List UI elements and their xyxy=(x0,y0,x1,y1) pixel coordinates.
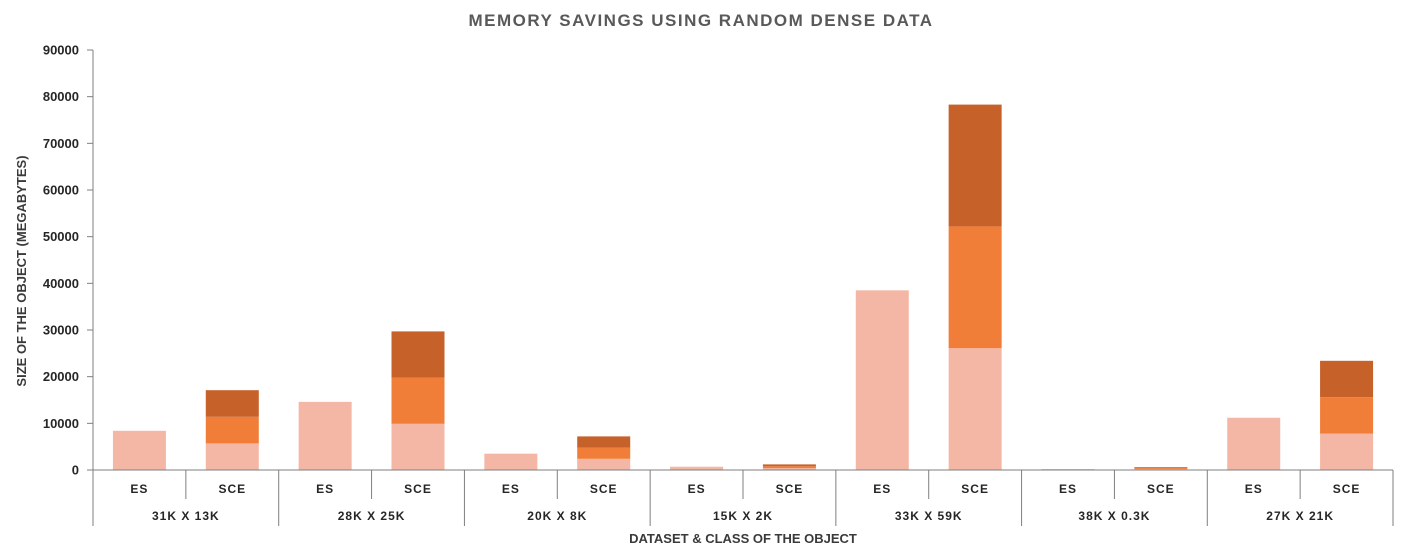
x-subcategory-label: ES xyxy=(316,482,334,496)
chart-title: MEMORY SAVINGS USING RANDOM DENSE DATA xyxy=(468,11,933,30)
x-axis-label: DATASET & CLASS OF THE OBJECT xyxy=(629,531,857,546)
x-subcategory-label: SCE xyxy=(776,482,804,496)
x-group-label: 31K X 13K xyxy=(152,509,220,523)
x-subcategory-label: SCE xyxy=(1333,482,1361,496)
bar-segment xyxy=(762,466,816,469)
bar-segment xyxy=(1134,468,1188,470)
x-group-label: 27K X 21K xyxy=(1266,509,1334,523)
x-subcategory-label: ES xyxy=(1059,482,1077,496)
bar-segment xyxy=(670,466,724,470)
x-subcategory-label: SCE xyxy=(404,482,432,496)
y-tick-label: 40000 xyxy=(43,276,79,291)
bar-segment xyxy=(1134,467,1188,469)
x-group-label: 20K X 8K xyxy=(527,509,587,523)
bar-segment xyxy=(1320,433,1374,470)
y-axis: 0 10000 20000 30000 40000 50000 60000 70000 8000… xyxy=(43,43,94,478)
y-tick-label: 20000 xyxy=(43,369,79,384)
x-group-label: 33K X 59K xyxy=(895,509,963,523)
x-subcategory-label: ES xyxy=(1245,482,1263,496)
bar-segment xyxy=(112,430,166,470)
bar-segment xyxy=(1227,417,1281,470)
bar-segment xyxy=(391,377,445,424)
x-subcategory-label: ES xyxy=(502,482,520,496)
y-axis-label: SIZE OF THE OBJECT (MEGABYTES) xyxy=(14,155,29,386)
bars xyxy=(112,104,1374,470)
bar-segment xyxy=(577,447,631,459)
bar-segment xyxy=(391,331,445,378)
bar-segment xyxy=(762,468,816,470)
x-subcategory-label: SCE xyxy=(1147,482,1175,496)
bar-segment xyxy=(484,453,538,470)
bar-segment xyxy=(298,401,352,470)
y-tick-label: 90000 xyxy=(43,43,79,58)
y-tick-label: 70000 xyxy=(43,136,79,151)
x-group-label: 28K X 25K xyxy=(338,509,406,523)
x-subcategory-label: SCE xyxy=(218,482,246,496)
y-tick-label: 10000 xyxy=(43,416,79,431)
x-subcategory-label: SCE xyxy=(961,482,989,496)
bar-segment xyxy=(1320,397,1374,434)
y-tick-label: 0 xyxy=(72,463,79,478)
x-subcategory-label: ES xyxy=(688,482,706,496)
bar-segment xyxy=(1320,360,1374,398)
y-tick-label: 60000 xyxy=(43,183,79,198)
bar-segment xyxy=(577,436,631,448)
bar-segment xyxy=(391,423,445,470)
bar-segment xyxy=(948,348,1002,470)
bar-segment xyxy=(948,104,1002,227)
bar-segment xyxy=(948,226,1002,349)
y-tick-label: 30000 xyxy=(43,323,79,338)
x-subcategory-label: ES xyxy=(130,482,148,496)
bar-segment xyxy=(577,458,631,470)
bar-segment xyxy=(855,290,909,470)
bar-segment xyxy=(762,464,816,467)
bar-segment xyxy=(205,390,259,417)
y-tick-label: 50000 xyxy=(43,229,79,244)
bar-segment xyxy=(205,443,259,470)
bar-segment xyxy=(205,416,259,444)
x-group-label: 38K X 0.3K xyxy=(1078,509,1150,523)
x-subcategory-label: ES xyxy=(873,482,891,496)
x-group-label: 15K X 2K xyxy=(713,509,773,523)
y-tick-label: 80000 xyxy=(43,89,79,104)
x-subcategory-label: SCE xyxy=(590,482,618,496)
